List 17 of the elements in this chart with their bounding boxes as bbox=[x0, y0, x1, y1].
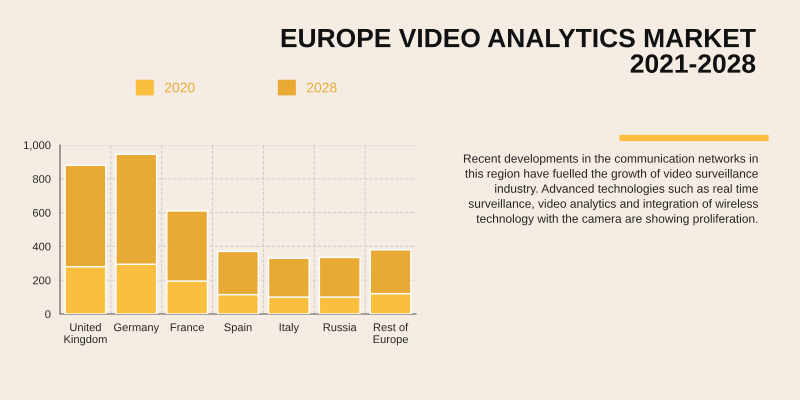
x-tick-label: United Kingdom bbox=[64, 323, 107, 346]
x-tick-label: Italy bbox=[280, 323, 300, 334]
y-tick-label: 0 bbox=[45, 310, 51, 318]
legend-label: 2020 bbox=[164, 82, 195, 92]
x-tick-label: France bbox=[170, 323, 204, 332]
x-tick-label: Russia bbox=[324, 323, 357, 332]
y-tick-label: 200 bbox=[32, 276, 51, 284]
y-tick-label: 800 bbox=[32, 175, 51, 183]
x-tick-label: Rest of Europe bbox=[374, 323, 408, 346]
legend-label: 2028 bbox=[306, 82, 337, 92]
text: Recent developments in the communication networks in this region have fuelled the growth of video surveillance industry. Advanced technologies such as real time surveillance, video analytics and integration of wireless technology with the camera are showing proliferation. bbox=[464, 154, 758, 226]
y-tick-label: 600 bbox=[33, 208, 51, 217]
x-tick-label: Germany bbox=[114, 323, 160, 334]
y-tick-label: 400 bbox=[32, 242, 51, 251]
x-tick-label: Spain bbox=[224, 323, 252, 334]
y-tick-label: 1,000 bbox=[24, 141, 51, 150]
text: EUROPE VIDEO ANALYTICS MARKET 2021-2028 bbox=[282, 28, 756, 73]
